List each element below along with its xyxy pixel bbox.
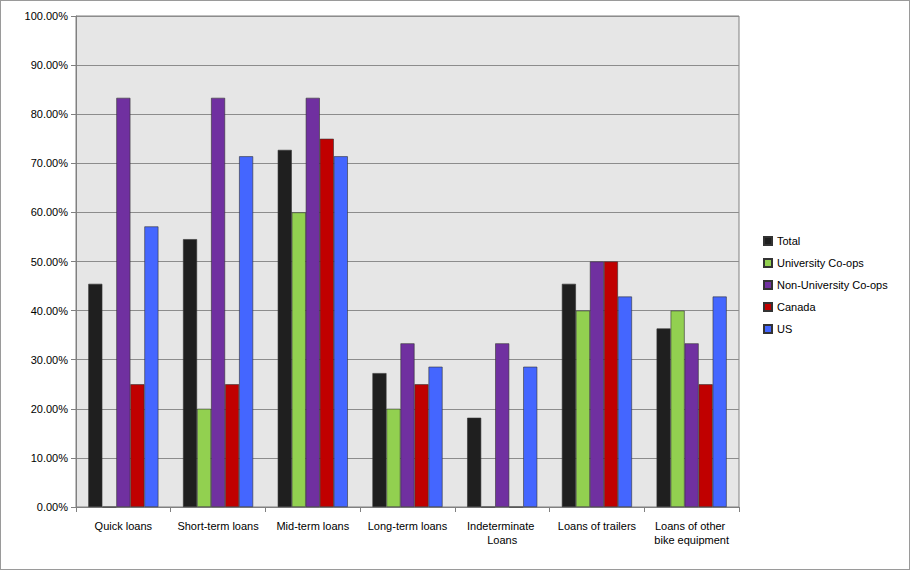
svg-text:Total: Total — [777, 235, 800, 247]
svg-text:0.00%: 0.00% — [37, 501, 68, 513]
svg-text:90.00%: 90.00% — [31, 59, 69, 71]
svg-text:bike equipment: bike equipment — [654, 534, 729, 546]
svg-text:Mid-term loans: Mid-term loans — [276, 520, 349, 532]
svg-text:Short-term loans: Short-term loans — [177, 520, 259, 532]
svg-text:50.00%: 50.00% — [31, 256, 69, 268]
svg-text:30.00%: 30.00% — [31, 354, 69, 366]
svg-text:Quick loans: Quick loans — [95, 520, 153, 532]
svg-text:10.00%: 10.00% — [31, 452, 69, 464]
svg-text:70.00%: 70.00% — [31, 157, 69, 169]
svg-text:Non-University Co-ops: Non-University Co-ops — [777, 279, 888, 291]
svg-text:Loans of other: Loans of other — [655, 520, 728, 532]
svg-text:University Co-ops: University Co-ops — [777, 257, 864, 269]
svg-text:20.00%: 20.00% — [31, 403, 69, 415]
svg-text:Canada: Canada — [777, 301, 816, 313]
svg-text:US: US — [777, 323, 792, 335]
svg-text:Loans of trailers: Loans of trailers — [558, 520, 637, 532]
svg-text:40.00%: 40.00% — [31, 305, 69, 317]
svg-text:Long-term loans: Long-term loans — [368, 520, 448, 532]
svg-text:Loans: Loans — [487, 534, 517, 546]
svg-text:100.00%: 100.00% — [25, 10, 69, 22]
svg-text:60.00%: 60.00% — [31, 206, 69, 218]
svg-text:80.00%: 80.00% — [31, 108, 69, 120]
svg-text:Indeterminate: Indeterminate — [467, 520, 537, 532]
